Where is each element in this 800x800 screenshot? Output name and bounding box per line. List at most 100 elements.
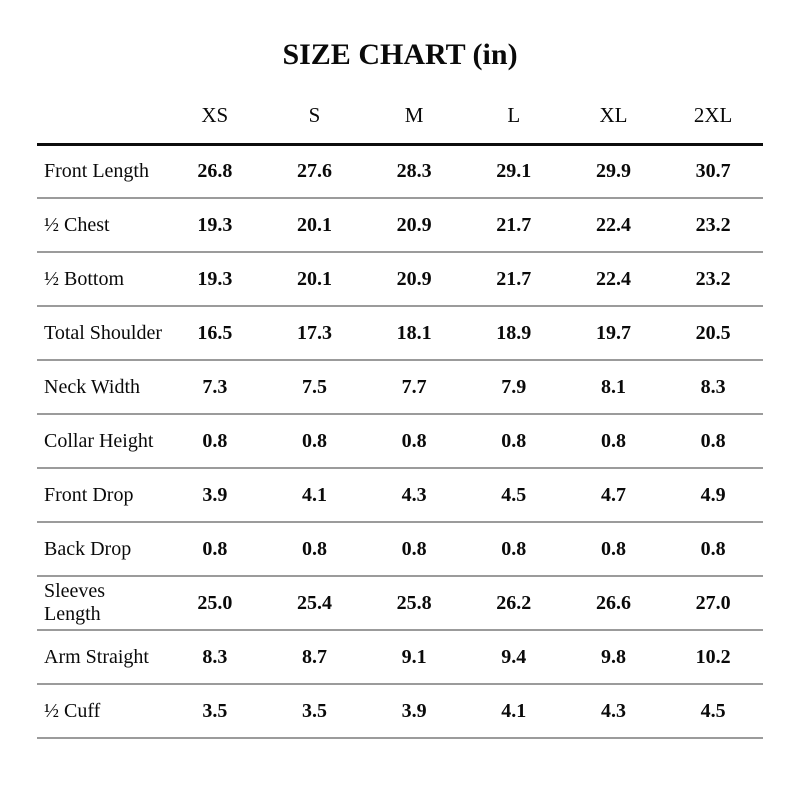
- size-value: 19.7: [563, 306, 664, 361]
- size-value: 0.8: [463, 522, 564, 577]
- size-value: 4.5: [663, 684, 763, 739]
- table-row: Arm Straight 8.3 8.7 9.1 9.4 9.8 10.2: [37, 630, 763, 685]
- size-value: 23.2: [663, 198, 763, 253]
- size-value: 9.1: [364, 630, 464, 685]
- size-value: 7.9: [463, 360, 564, 415]
- size-value: 26.8: [165, 144, 265, 199]
- size-value: 20.5: [663, 306, 763, 361]
- size-value: 23.2: [663, 252, 763, 307]
- size-value: 7.3: [165, 360, 265, 415]
- size-value: 20.9: [364, 252, 464, 307]
- page-title: SIZE CHART (in): [282, 38, 518, 71]
- table-row: Collar Height 0.8 0.8 0.8 0.8 0.8 0.8: [37, 414, 763, 469]
- size-value: 3.9: [165, 468, 265, 523]
- size-value: 25.8: [364, 576, 464, 631]
- row-label: Arm Straight: [37, 630, 165, 685]
- size-value: 10.2: [663, 630, 763, 685]
- size-table-body: Front Length 26.8 27.6 28.3 29.1 29.9 30.7 ½ Ch…: [37, 144, 763, 739]
- size-value: 17.3: [264, 306, 365, 361]
- size-value: 4.7: [563, 468, 664, 523]
- size-value: 0.8: [663, 414, 763, 469]
- row-label: Back Drop: [37, 522, 165, 577]
- size-value: 9.8: [563, 630, 664, 685]
- table-row: Sleeves Length 25.0 25.4 25.8 26.2 26.6 27.0: [37, 576, 763, 631]
- table-row: Neck Width 7.3 7.5 7.7 7.9 8.1 8.3: [37, 360, 763, 415]
- size-value: 7.5: [264, 360, 365, 415]
- size-value: 21.7: [463, 198, 564, 253]
- size-value: 8.3: [165, 630, 265, 685]
- table-row: ½ Bottom 19.3 20.1 20.9 21.7 22.4 23.2: [37, 252, 763, 307]
- size-value: 0.8: [563, 522, 664, 577]
- size-value: 26.2: [463, 576, 564, 631]
- size-value: 16.5: [165, 306, 265, 361]
- size-value: 27.6: [264, 144, 365, 199]
- column-header-2xl: 2XL: [663, 96, 763, 146]
- table-row: Back Drop 0.8 0.8 0.8 0.8 0.8 0.8: [37, 522, 763, 577]
- size-value: 20.9: [364, 198, 464, 253]
- column-header-xl: XL: [563, 96, 664, 146]
- column-header-s: S: [264, 96, 365, 146]
- size-value: 8.3: [663, 360, 763, 415]
- size-value: 8.7: [264, 630, 365, 685]
- size-value: 4.3: [563, 684, 664, 739]
- size-value: 18.9: [463, 306, 564, 361]
- row-label: Front Length: [37, 144, 165, 199]
- size-value: 4.1: [463, 684, 564, 739]
- size-value: 25.4: [264, 576, 365, 631]
- size-value: 27.0: [663, 576, 763, 631]
- size-value: 4.3: [364, 468, 464, 523]
- size-value: 3.5: [264, 684, 365, 739]
- size-value: 19.3: [165, 198, 265, 253]
- size-value: 4.9: [663, 468, 763, 523]
- size-value: 0.8: [364, 522, 464, 577]
- size-value: 4.5: [463, 468, 564, 523]
- table-row: Total Shoulder 16.5 17.3 18.1 18.9 19.7 20.5: [37, 306, 763, 361]
- size-value: 18.1: [364, 306, 464, 361]
- size-value: 26.6: [563, 576, 664, 631]
- size-table: XS S M L XL 2XL Front Length 26.8 27.6 28.3 29.1 2…: [37, 96, 763, 739]
- row-label: Front Drop: [37, 468, 165, 523]
- table-row: Front Drop 3.9 4.1 4.3 4.5 4.7 4.9: [37, 468, 763, 523]
- size-value: 22.4: [563, 252, 664, 307]
- size-table-header-row: XS S M L XL 2XL: [37, 96, 763, 146]
- size-table-header: XS S M L XL 2XL: [37, 96, 763, 146]
- size-value: 19.3: [165, 252, 265, 307]
- row-label: Collar Height: [37, 414, 165, 469]
- row-label: ½ Chest: [37, 198, 165, 253]
- size-value: 7.7: [364, 360, 464, 415]
- size-value: 0.8: [264, 414, 365, 469]
- size-value: 9.4: [463, 630, 564, 685]
- column-header-m: M: [364, 96, 464, 146]
- size-value: 0.8: [165, 414, 265, 469]
- row-label: ½ Cuff: [37, 684, 165, 739]
- table-row: ½ Cuff 3.5 3.5 3.9 4.1 4.3 4.5: [37, 684, 763, 739]
- table-row: ½ Chest 19.3 20.1 20.9 21.7 22.4 23.2: [37, 198, 763, 253]
- row-label: Total Shoulder: [37, 306, 165, 361]
- row-label: Sleeves Length: [37, 576, 165, 631]
- size-value: 0.8: [364, 414, 464, 469]
- size-value: 0.8: [165, 522, 265, 577]
- size-value: 3.5: [165, 684, 265, 739]
- row-label: ½ Bottom: [37, 252, 165, 307]
- size-value: 0.8: [264, 522, 365, 577]
- table-row: Front Length 26.8 27.6 28.3 29.1 29.9 30.7: [37, 144, 763, 199]
- size-value: 8.1: [563, 360, 664, 415]
- size-value: 28.3: [364, 144, 464, 199]
- corner-cell: [37, 96, 165, 146]
- size-value: 3.9: [364, 684, 464, 739]
- size-value: 30.7: [663, 144, 763, 199]
- size-value: 29.1: [463, 144, 564, 199]
- row-label: Neck Width: [37, 360, 165, 415]
- size-value: 29.9: [563, 144, 664, 199]
- size-value: 0.8: [563, 414, 664, 469]
- size-value: 20.1: [264, 252, 365, 307]
- size-value: 0.8: [663, 522, 763, 577]
- size-value: 21.7: [463, 252, 564, 307]
- column-header-l: L: [463, 96, 564, 146]
- size-value: 25.0: [165, 576, 265, 631]
- size-value: 0.8: [463, 414, 564, 469]
- column-header-xs: XS: [165, 96, 265, 146]
- size-value: 22.4: [563, 198, 664, 253]
- size-value: 20.1: [264, 198, 365, 253]
